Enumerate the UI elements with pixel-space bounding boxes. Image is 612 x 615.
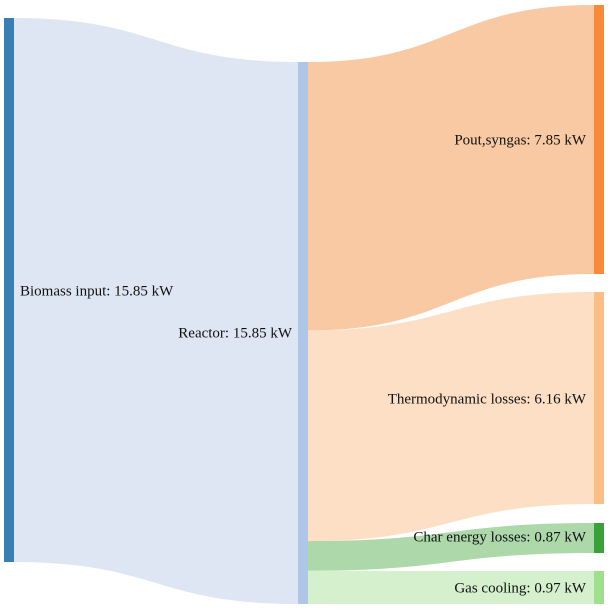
node-thermo (594, 292, 604, 504)
node-label-reactor: Reactor: 15.85 kW (178, 325, 293, 341)
sankey-links (14, 5, 594, 604)
node-syngas (594, 5, 604, 274)
node-label-thermo: Thermodynamic losses: 6.16 kW (388, 391, 587, 407)
node-char (594, 523, 604, 553)
link-reactor-to-char (308, 523, 594, 571)
node-biomass (4, 18, 14, 562)
sankey-labels: Biomass input: 15.85 kW Reactor: 15.85 kW… (20, 132, 587, 596)
sankey-nodes (4, 5, 604, 604)
node-cooling (594, 571, 604, 604)
node-label-cooling: Gas cooling: 0.97 kW (454, 580, 586, 596)
link-reactor-to-thermo (308, 292, 594, 542)
node-label-biomass: Biomass input: 15.85 kW (20, 283, 174, 299)
node-label-syngas: Pout,syngas: 7.85 kW (454, 132, 587, 148)
link-reactor-to-syngas (308, 5, 594, 331)
link-reactor-to-cooling (308, 570, 594, 604)
link-biomass-to-reactor (14, 18, 298, 604)
node-reactor (298, 62, 308, 604)
node-label-char: Char energy losses: 0.87 kW (413, 529, 586, 545)
